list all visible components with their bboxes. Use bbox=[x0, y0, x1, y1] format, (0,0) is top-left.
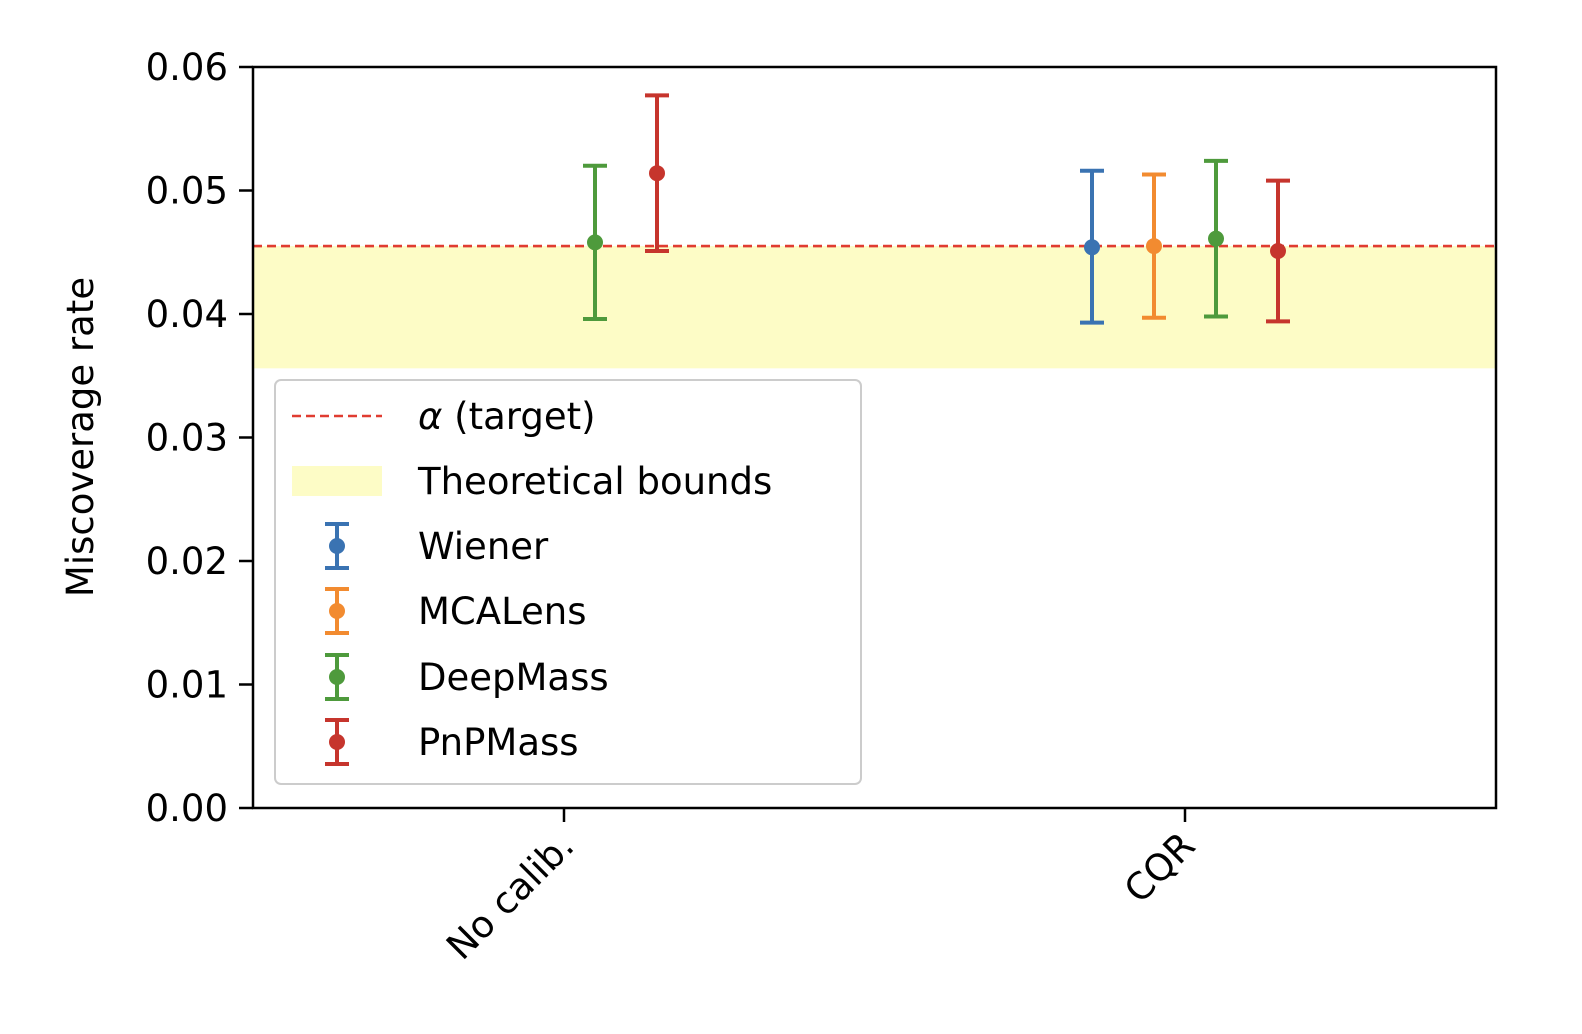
y-axis-label: Miscoverage rate bbox=[59, 277, 102, 597]
legend-bounds-label: Theoretical bounds bbox=[417, 460, 772, 503]
legend-target-text: (target) bbox=[442, 395, 595, 438]
legend-swatch-wiener bbox=[325, 522, 349, 570]
errorbar-pnpmass-1 bbox=[1266, 178, 1290, 324]
legend-swatch-mcalens bbox=[325, 587, 349, 635]
y-tick-label: 0.00 bbox=[146, 787, 228, 830]
legend-label-mcalens: MCALens bbox=[418, 590, 587, 633]
legend-swatch-deepmass bbox=[325, 653, 349, 701]
data-point bbox=[1146, 238, 1162, 255]
data-point bbox=[1270, 243, 1286, 260]
legend-point bbox=[329, 603, 345, 619]
data-point bbox=[1208, 230, 1224, 247]
x-tick-label: CQR bbox=[1116, 824, 1203, 911]
y-tick-label: 0.06 bbox=[146, 46, 228, 89]
legend-point bbox=[329, 669, 345, 685]
errorbar-mcalens-1 bbox=[1142, 172, 1166, 320]
data-point bbox=[587, 234, 603, 251]
legend-target-label: α (target) bbox=[418, 395, 596, 438]
errorbar-deepmass-0 bbox=[583, 163, 607, 321]
data-point bbox=[649, 165, 665, 182]
errorbar-wiener-1 bbox=[1080, 168, 1104, 325]
errorbar-pnpmass-0 bbox=[645, 93, 669, 254]
legend-label-deepmass: DeepMass bbox=[418, 656, 609, 699]
legend-label-pnpmass: PnPMass bbox=[418, 721, 579, 764]
legend-point bbox=[329, 538, 345, 554]
legend-box bbox=[274, 379, 862, 785]
y-tick-label: 0.03 bbox=[146, 417, 228, 460]
x-tick-label: No calib. bbox=[438, 824, 582, 968]
legend-point bbox=[329, 734, 345, 750]
y-tick-label: 0.02 bbox=[146, 540, 228, 583]
theoretical-bounds-band bbox=[253, 246, 1496, 369]
error-bars-layer bbox=[583, 93, 1290, 325]
y-tick-label: 0.05 bbox=[146, 170, 228, 213]
legend-swatch-pnpmass bbox=[325, 718, 349, 766]
theoretical-bounds-layer bbox=[253, 246, 1496, 369]
y-tick-label: 0.01 bbox=[146, 664, 228, 707]
data-point bbox=[1084, 239, 1100, 256]
errorbar-deepmass-1 bbox=[1204, 158, 1228, 319]
legend: α (target) Theoretical bounds Wiener MCALen… bbox=[274, 379, 862, 785]
legend-target-symbol: α bbox=[418, 395, 442, 438]
legend-bounds-swatch bbox=[292, 466, 382, 496]
legend-label-wiener: Wiener bbox=[418, 525, 549, 568]
y-tick-label: 0.04 bbox=[146, 293, 228, 336]
